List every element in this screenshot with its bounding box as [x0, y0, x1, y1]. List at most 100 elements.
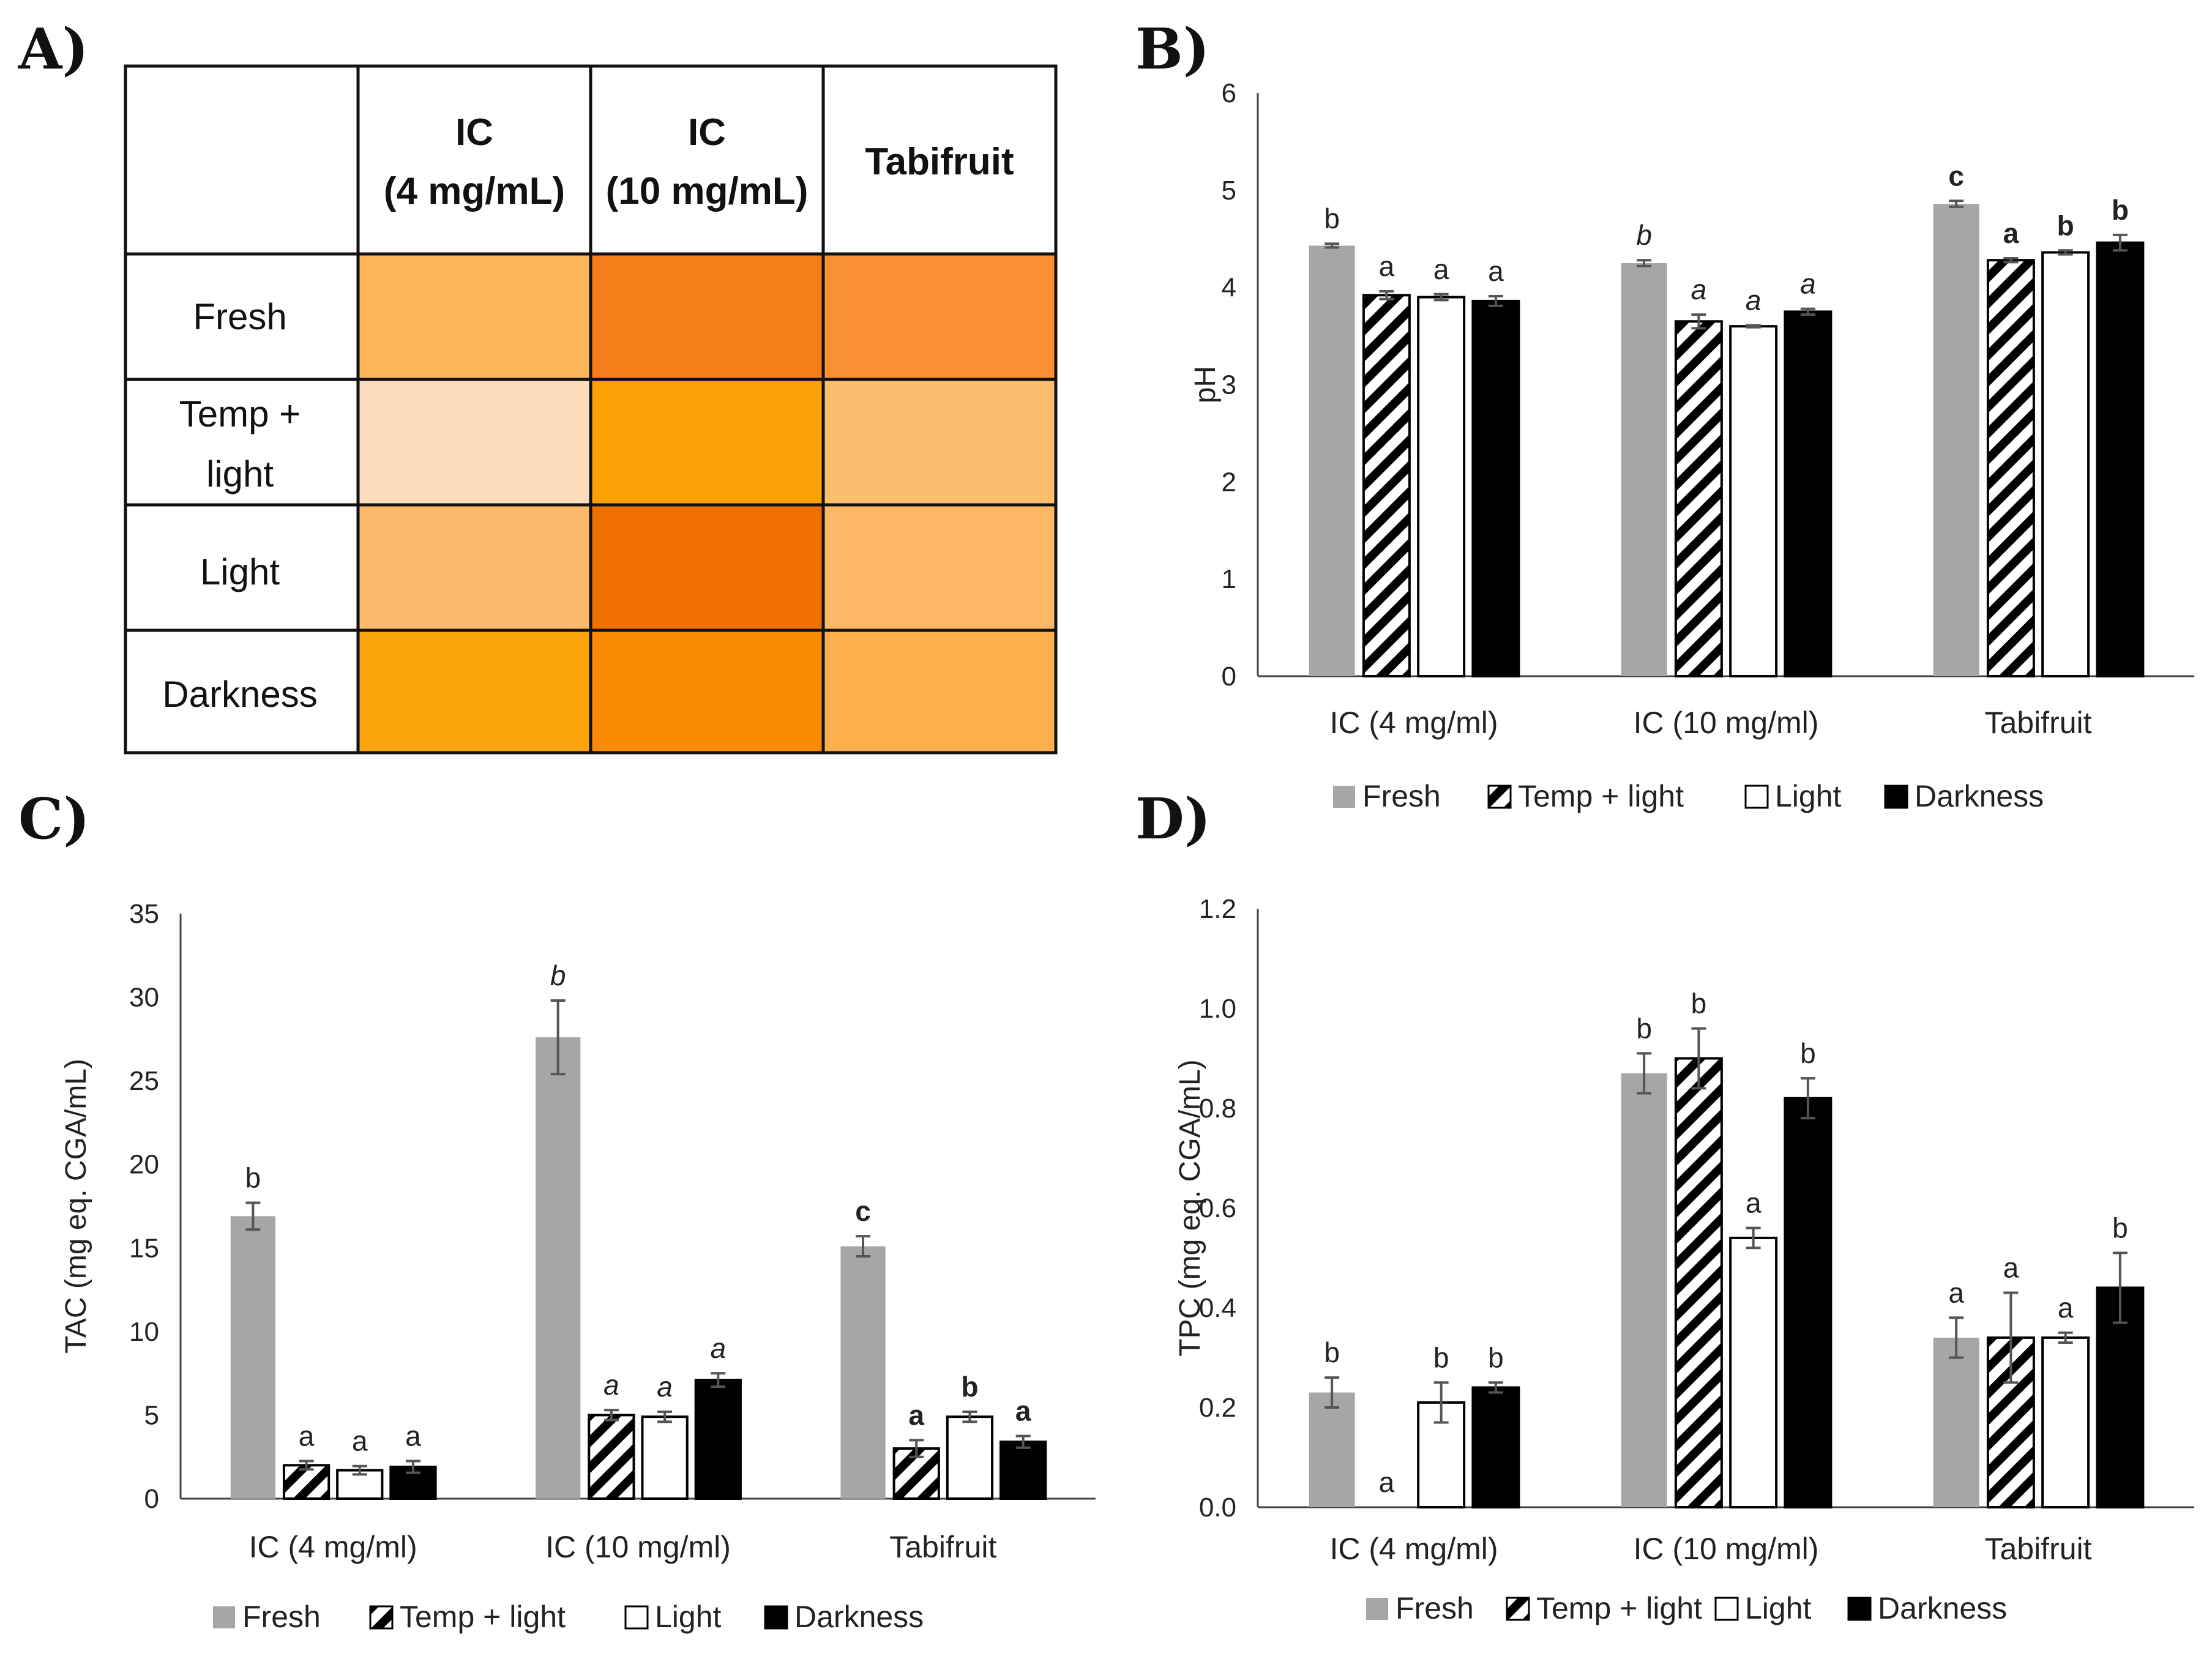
significance-letter-fresh-ic-4-mg-ml: b — [1324, 1337, 1340, 1368]
table-cell-r1-c0 — [358, 379, 591, 505]
category-label-ic-10-mg-ml: IC (10 mg/ml) — [545, 1530, 731, 1564]
panel-label-a: A) — [18, 16, 89, 82]
error-bar-fresh-tabifruit — [1949, 199, 1964, 208]
significance-letter-darkness-ic-4-mg-ml: a — [405, 1420, 421, 1452]
significance-letter-fresh-ic-4-mg-ml: b — [1324, 203, 1340, 234]
error-bar-fresh-ic-10-mg-ml — [1637, 1052, 1652, 1095]
error-bar-fresh-ic-4-mg-ml — [1325, 1376, 1340, 1409]
legend-swatch-fresh — [1333, 786, 1355, 808]
table-cell-r2-c1 — [591, 505, 823, 630]
significance-letter-light-ic-10-mg-ml: a — [1746, 1187, 1762, 1219]
bar-fresh-ic-10-mg-ml — [1621, 263, 1667, 676]
significance-letter-light-tabifruit: b — [2057, 209, 2074, 241]
error-bar-temp-light-ic-10-mg-ml — [1691, 313, 1706, 330]
error-bar-darkness-tabifruit — [2112, 1251, 2128, 1324]
bar-fresh-ic-10-mg-ml — [1621, 1073, 1667, 1507]
category-label-ic-4-mg-ml: IC (4 mg/ml) — [249, 1530, 417, 1564]
y-tick-label: 0 — [1222, 662, 1236, 692]
y-tick-label: 20 — [129, 1150, 159, 1180]
error-bar-fresh-tabifruit — [856, 1235, 871, 1258]
y-tick-label: 15 — [129, 1233, 159, 1263]
error-bar-darkness-ic-10-mg-ml — [1800, 1077, 1815, 1120]
legend-label-fresh: Fresh — [242, 1600, 321, 1634]
bar-temp-light-ic-10-mg-ml — [1674, 1057, 1723, 1508]
legend-swatch-darkness — [1884, 785, 1908, 809]
table-cell-r0-c0 — [358, 254, 591, 379]
error-bar-temp-light-tabifruit — [909, 1439, 924, 1458]
category-label-ic-10-mg-ml: IC (10 mg/ml) — [1634, 1532, 1819, 1566]
error-bar-light-ic-4-mg-ml — [352, 1464, 367, 1476]
table-row-header-fresh: Fresh — [193, 296, 286, 337]
panel-label-c: C) — [18, 786, 90, 852]
significance-letter-darkness-tabifruit: b — [2112, 194, 2129, 226]
significance-letter-darkness-ic-10-mg-ml: a — [711, 1332, 727, 1364]
chart-d-tpc: 0.0 0.2 0.4 0.6 0.8 1.0 1.2 TPC (mg eq. CGA/mL)… — [1174, 894, 2194, 1625]
legend-swatch-light — [624, 1605, 649, 1630]
bar-darkness-ic-10-mg-ml — [1784, 310, 1833, 677]
panel-a-color-table: IC (4 mg/mL) IC (10 mg/mL) Tabifruit Fre… — [124, 64, 1058, 755]
significance-letter-fresh-ic-10-mg-ml: b — [550, 960, 566, 991]
error-bar-fresh-ic-4-mg-ml — [245, 1201, 261, 1231]
y-tick-label: 3 — [1222, 370, 1236, 400]
category-label-ic-4-mg-ml: IC (4 mg/ml) — [1330, 706, 1498, 740]
y-tick-label: 1.2 — [1199, 894, 1236, 924]
bar-fresh-ic-4-mg-ml — [1309, 1392, 1355, 1507]
y-tick-label: 30 — [129, 983, 159, 1013]
significance-letter-darkness-ic-10-mg-ml: a — [1800, 268, 1816, 300]
significance-letter-temp-light-tabifruit: a — [2003, 1252, 2019, 1284]
bar-fresh-ic-4-mg-ml — [230, 1216, 275, 1499]
category-label-ic-4-mg-ml: IC (4 mg/ml) — [1330, 1532, 1498, 1566]
bar-darkness-ic-4-mg-ml — [1471, 1386, 1520, 1508]
bar-temp-light-ic-10-mg-ml — [1674, 320, 1723, 677]
table-cell-r1-c2 — [823, 379, 1056, 505]
bar-darkness-ic-4-mg-ml — [1471, 299, 1520, 677]
bar-fresh-tabifruit — [840, 1246, 886, 1499]
significance-letter-temp-light-ic-4-mg-ml: a — [1379, 1466, 1395, 1498]
error-bar-darkness-ic-10-mg-ml — [711, 1372, 726, 1388]
legend-label-fresh: Fresh — [1396, 1591, 1474, 1625]
table-col-header-ic4-l1: IC — [455, 111, 493, 154]
table-col-header-ic10-l1: IC — [688, 111, 726, 154]
significance-letter-fresh-ic-10-mg-ml: b — [1636, 219, 1652, 251]
bar-temp-light-ic-4-mg-ml — [1362, 294, 1411, 677]
table-cell-r1-c1 — [591, 379, 823, 505]
legend-swatch-temp-light — [1487, 785, 1512, 809]
bar-temp-light-ic-10-mg-ml — [588, 1414, 635, 1500]
error-bar-temp-light-ic-10-mg-ml — [1691, 1027, 1706, 1090]
category-label-ic-10-mg-ml: IC (10 mg/ml) — [1634, 706, 1819, 740]
significance-letter-darkness-tabifruit: a — [1015, 1395, 1031, 1427]
bar-darkness-tabifruit — [2096, 1286, 2145, 1508]
y-tick-label: 0 — [144, 1484, 159, 1514]
legend-swatch-fresh — [213, 1606, 235, 1628]
significance-letter-light-ic-10-mg-ml: a — [1746, 285, 1762, 316]
panel-label-b: B) — [1135, 16, 1209, 82]
error-bar-temp-light-tabifruit — [2003, 1291, 2019, 1384]
y-axis-label: TAC (mg eq. CGA/mL) — [60, 1059, 92, 1354]
error-bar-fresh-ic-4-mg-ml — [1325, 242, 1340, 249]
error-bar-light-ic-10-mg-ml — [657, 1410, 673, 1423]
legend-label-darkness: Darkness — [794, 1600, 924, 1634]
bar-darkness-tabifruit — [2096, 241, 2145, 677]
significance-letter-temp-light-ic-4-mg-ml: a — [299, 1420, 315, 1452]
legend-swatch-fresh — [1366, 1598, 1388, 1620]
y-axis-label: TPC (mg eq. CGA/mL) — [1174, 1059, 1206, 1356]
significance-letter-light-ic-4-mg-ml: a — [1433, 253, 1449, 285]
legend-label-light: Light — [1775, 779, 1842, 813]
significance-letter-fresh-tabifruit: c — [855, 1195, 871, 1227]
error-bar-light-ic-10-mg-ml — [1746, 1226, 1761, 1250]
significance-letter-light-ic-4-mg-ml: a — [352, 1425, 368, 1457]
bar-light-ic-10-mg-ml — [1729, 325, 1778, 677]
significance-letter-darkness-ic-4-mg-ml: b — [1488, 1341, 1504, 1373]
error-bar-light-tabifruit — [2058, 1331, 2073, 1344]
bar-light-tabifruit — [946, 1415, 994, 1500]
significance-letter-temp-light-tabifruit: a — [2003, 217, 2019, 249]
bar-fresh-ic-4-mg-ml — [1309, 245, 1355, 676]
category-label-tabifruit: Tabifruit — [1984, 1532, 2091, 1566]
legend-swatch-light — [1714, 1597, 1739, 1621]
table-row-header-temp-l2: light — [206, 453, 274, 494]
error-bar-fresh-tabifruit — [1949, 1316, 1964, 1359]
significance-letter-fresh-tabifruit: c — [1948, 160, 1964, 192]
bar-darkness-ic-10-mg-ml — [694, 1379, 742, 1501]
significance-letter-fresh-tabifruit: a — [1948, 1277, 1964, 1308]
error-bar-light-ic-4-mg-ml — [1433, 293, 1449, 302]
